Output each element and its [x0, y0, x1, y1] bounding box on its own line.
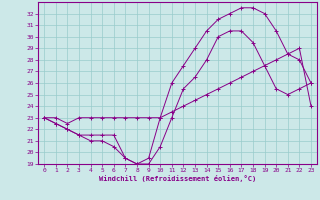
X-axis label: Windchill (Refroidissement éolien,°C): Windchill (Refroidissement éolien,°C) — [99, 175, 256, 182]
